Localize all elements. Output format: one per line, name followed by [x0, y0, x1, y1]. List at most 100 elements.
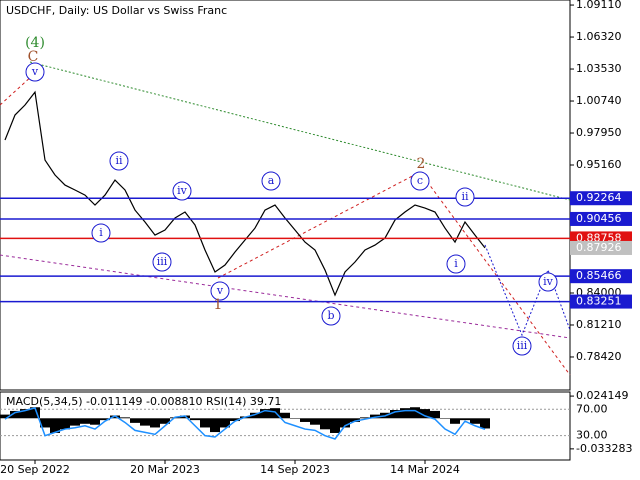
- main-frame: [0, 0, 571, 391]
- macd-bar: [330, 418, 340, 433]
- macd-bar: [160, 418, 170, 424]
- level-box: [570, 191, 632, 206]
- y-tick-label: 0.78420: [576, 350, 622, 363]
- y-tick-label: 0.81210: [576, 318, 622, 331]
- wave-label: ii: [115, 154, 123, 167]
- macd-bar: [350, 418, 360, 422]
- macd-bar: [0, 414, 10, 419]
- level-box: [570, 269, 632, 284]
- macd-bar: [300, 418, 310, 422]
- wave-label: (4): [25, 35, 45, 51]
- macd-bar: [210, 418, 220, 433]
- macd-bar: [400, 408, 410, 419]
- trend-line: [217, 171, 421, 279]
- macd-bar: [60, 418, 70, 430]
- macd-bar: [260, 409, 270, 419]
- wave-circle: [210, 281, 230, 301]
- macd-bar: [390, 410, 400, 419]
- y-tick-label: 1.09110: [576, 0, 622, 11]
- wave-circle: [410, 171, 430, 191]
- macd-bar: [460, 418, 470, 421]
- level-label: 0.90456: [576, 212, 622, 225]
- wave-label: 1: [214, 297, 223, 313]
- trend-line: [29, 61, 571, 201]
- macd-bar: [20, 409, 30, 419]
- wave-circle: [455, 187, 475, 207]
- y2-tick-label: 30.00: [576, 429, 608, 442]
- trend-line: [419, 171, 571, 376]
- macd-bar: [30, 407, 40, 419]
- wave-label: b: [327, 309, 334, 322]
- y-tick-label: 1.00740: [576, 94, 622, 107]
- wave-circle: [109, 151, 129, 171]
- sub-title: MACD(5,34,5) -0.011149 -0.008810 RSI(14)…: [6, 395, 281, 408]
- wave-circle: [446, 254, 466, 274]
- y-tick-label: 0.95160: [576, 158, 622, 171]
- macd-bar: [410, 407, 420, 419]
- macd-bar: [130, 418, 140, 423]
- y-tick-label: -0.033283: [576, 442, 632, 455]
- y2-tick-label: 70.00: [576, 402, 608, 415]
- macd-bar: [50, 418, 60, 433]
- level-label: 0.83251: [576, 295, 622, 308]
- y-tick-label: 0.024149: [576, 389, 629, 402]
- macd-bar: [440, 418, 450, 419]
- y-tick-label: 1.06320: [576, 30, 622, 43]
- wave-label: C: [28, 49, 39, 65]
- wave-label: iv: [177, 184, 188, 197]
- wave-circle: [91, 223, 111, 243]
- wave-label: iii: [517, 339, 528, 352]
- wave-label: c: [417, 174, 423, 187]
- wave-circle: [261, 171, 281, 191]
- wave-label: i: [99, 226, 103, 239]
- level-label: 0.92264: [576, 191, 622, 204]
- macd-bar: [290, 418, 300, 419]
- projection: [484, 244, 571, 337]
- macd-bar: [360, 417, 370, 419]
- macd-bar: [250, 412, 260, 419]
- wave-label: a: [268, 174, 275, 187]
- macd-bar: [140, 418, 150, 426]
- chart-title: USDCHF, Daily: US Dollar vs Swiss Franc: [6, 4, 227, 17]
- macd-bar: [40, 418, 50, 428]
- macd-bar: [220, 418, 230, 428]
- price-line: [4, 90, 486, 297]
- macd-bar: [420, 409, 430, 419]
- macd-bar: [80, 418, 90, 424]
- wave-label: i: [454, 257, 458, 270]
- macd-bar: [340, 418, 350, 428]
- macd-bar: [270, 408, 280, 419]
- price-label: 0.87926: [576, 241, 622, 254]
- macd-bar: [280, 412, 290, 419]
- x-tick-label: 14 Sep 2023: [260, 463, 330, 476]
- macd-bar: [230, 418, 240, 422]
- macd-bar: [200, 418, 210, 428]
- wave-circle: [538, 272, 558, 292]
- wave-label: v: [31, 65, 39, 78]
- wave-label: ii: [461, 190, 469, 203]
- macd-bar: [450, 418, 460, 424]
- macd-bar: [480, 418, 490, 429]
- wave-label: v: [216, 284, 224, 297]
- wave-label: iii: [157, 255, 168, 268]
- wave-label: iv: [543, 275, 554, 288]
- macd-bar: [100, 418, 110, 421]
- wave-circle: [152, 252, 172, 272]
- macd-bar: [430, 410, 440, 419]
- macd-bar: [70, 418, 80, 426]
- macd-bar: [310, 418, 320, 425]
- macd-bar: [10, 410, 20, 419]
- wave-circle: [321, 306, 341, 326]
- macd-bar: [90, 418, 100, 425]
- wave-circle: [172, 181, 192, 201]
- x-tick-label: 20 Mar 2023: [130, 463, 200, 476]
- macd-bar: [120, 417, 130, 419]
- level-box: [570, 211, 632, 226]
- wave-circle: [512, 336, 532, 356]
- level-box: [570, 294, 632, 309]
- rsi-line: [4, 407, 486, 440]
- wave-circle: [25, 62, 45, 82]
- macd-bar: [470, 418, 480, 424]
- trend-line: [0, 74, 34, 106]
